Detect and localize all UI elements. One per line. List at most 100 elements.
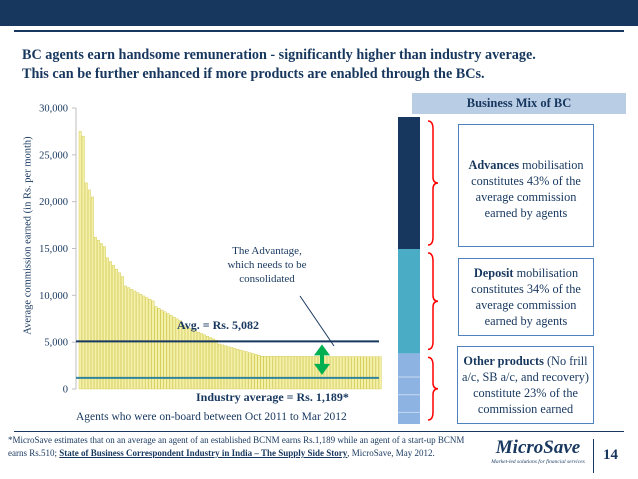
agent-bar (169, 315, 173, 390)
agent-bar (151, 300, 155, 390)
deposit-callout: Deposit mobilisation constitutes 34% of … (458, 258, 594, 336)
agent-bar (300, 356, 303, 390)
logo-divider (593, 439, 594, 473)
brace (427, 252, 439, 351)
agent-bar (281, 356, 285, 390)
y-axis-label: Average commission earned (in Rs. per mo… (22, 136, 34, 335)
agent-bar (315, 356, 318, 390)
agent-bar (293, 356, 297, 390)
microsave-logo: MicroSave Market-led solutions for finan… (486, 438, 590, 466)
agent-bar (366, 356, 370, 390)
agent-bar (309, 356, 312, 390)
agent-bar (106, 257, 109, 390)
agent-bar (248, 352, 252, 390)
agent-bar (378, 356, 382, 390)
agent-bar (130, 289, 134, 390)
industry-average-label: Industry average = Rs. 1,189* (196, 390, 349, 404)
agent-bar (184, 326, 188, 390)
footer-divider (14, 431, 624, 432)
advances-callout: Advances mobilisation constitutes 43% of… (458, 124, 594, 247)
agent-bar (345, 356, 349, 390)
agent-bar (124, 285, 128, 390)
agent-bar (224, 345, 228, 390)
agent-bar (330, 356, 334, 390)
agent-bar (109, 261, 112, 390)
brace (427, 356, 439, 421)
agent-bar (242, 350, 246, 390)
other-products-segment (398, 353, 420, 424)
agent-bar (218, 343, 221, 390)
agent-bar (100, 243, 103, 390)
agent-bar (127, 287, 131, 390)
y-tick-label: 10,000 (39, 291, 68, 302)
y-tick-label: 5,000 (44, 338, 68, 349)
agent-bar (209, 337, 212, 390)
agent-bar (354, 356, 358, 390)
advantage-arrow (314, 344, 330, 375)
agent-bar (375, 356, 379, 390)
agent-bar (115, 268, 118, 390)
y-tick-label: 0 (63, 385, 68, 396)
agent-bar (348, 356, 352, 390)
agent-bar (145, 297, 149, 390)
agent-bar (287, 356, 291, 390)
y-tick-label: 20,000 (39, 197, 68, 208)
brace (427, 120, 439, 246)
page-number: 14 (603, 447, 618, 463)
agent-bar (303, 356, 306, 390)
agent-bar (118, 272, 121, 390)
agent-bar (278, 356, 282, 390)
agent-bar (190, 329, 194, 390)
agent-bar (351, 356, 355, 390)
agent-bar (84, 182, 88, 390)
agent-bar (333, 356, 337, 390)
agent-bar (157, 308, 161, 390)
other-callout-bold: Other products (463, 354, 544, 368)
agent-bar (272, 356, 276, 390)
agent-bar (284, 356, 288, 390)
agent-bar (251, 353, 255, 390)
logo-tagline: Market-led solutions for financial servi… (491, 459, 585, 465)
agent-bar (166, 313, 170, 390)
agent-bar (233, 348, 237, 390)
agent-bar (81, 135, 85, 390)
agent-bar (121, 276, 125, 390)
advances-segment (398, 117, 420, 250)
title-underline (14, 30, 624, 32)
agent-bar (306, 356, 309, 390)
agent-bar (290, 356, 294, 390)
agent-bar (327, 356, 331, 390)
y-tick-label: 15,000 (39, 244, 68, 255)
agent-bar (296, 356, 300, 390)
agent-bar (97, 240, 100, 390)
headline-line-2: This can be further enhanced if more pro… (22, 66, 485, 82)
agent-bar (269, 356, 273, 390)
agent-bar (78, 131, 82, 390)
y-tick-label: 25,000 (39, 150, 68, 161)
agent-bar (163, 311, 167, 390)
agent-bar (360, 356, 364, 390)
footnote-text-2: , MicroSave, May 2012. (347, 448, 435, 458)
other-callout-text: (No frill a/c, SB a/c, and recovery) con… (461, 354, 589, 416)
agent-bar (245, 351, 249, 390)
deposit-callout-text: mobilisation constitutes 34% of the aver… (471, 266, 581, 328)
agent-bar (342, 356, 346, 390)
agent-bar (178, 320, 182, 390)
agent-bar (142, 295, 146, 390)
agent-bar (236, 349, 240, 390)
slide-headline: BC agents earn handsome remuneration - s… (22, 46, 622, 84)
agent-bar (181, 325, 185, 390)
footnote-text-1: *MicroSave estimates that on an average … (8, 435, 465, 458)
footnote-source-link[interactable]: State of Business Correspondent Industry… (59, 448, 348, 458)
annotation-pointer (299, 295, 335, 347)
agent-bar (200, 333, 203, 390)
agent-bar (206, 336, 209, 390)
deposit-callout-bold: Deposit (473, 266, 514, 280)
advantage-annotation: The Advantage, which needs to be consoli… (227, 245, 307, 285)
advances-callout-bold: Advances (468, 158, 519, 172)
title-bar (0, 0, 638, 26)
agent-bar (312, 356, 315, 390)
agent-bar (227, 346, 231, 390)
arrow-head-down (314, 363, 330, 375)
